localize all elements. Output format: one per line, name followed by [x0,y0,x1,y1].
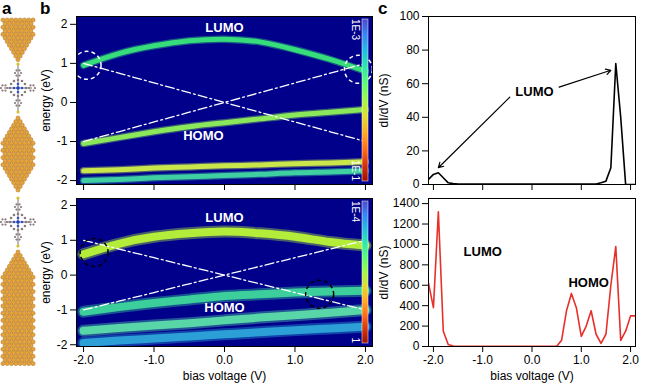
svg-text:dI/dV (nS): dI/dV (nS) [377,73,391,127]
svg-text:40: 40 [406,110,420,124]
svg-text:0.0: 0.0 [216,353,233,367]
svg-text:1.0: 1.0 [573,353,590,367]
svg-text:1000: 1000 [393,237,420,251]
svg-text:1E-3: 1E-3 [350,19,361,41]
html-text:b: b [40,0,51,18]
svg-text:LUMO: LUMO [464,244,502,259]
svg-text:60: 60 [406,77,420,91]
svg-text:1: 1 [61,233,68,247]
svg-text:100: 100 [399,9,419,23]
svg-text:-2: -2 [57,338,68,352]
svg-text:LUMO: LUMO [515,84,553,99]
svg-text:LUMO: LUMO [205,210,243,225]
svg-text:20: 20 [406,144,420,158]
svg-text:0: 0 [413,177,420,191]
svg-text:2: 2 [61,198,68,212]
svg-text:-2.0: -2.0 [423,353,444,367]
svg-text:-1: -1 [57,303,68,317]
svg-text:bias voltage (V): bias voltage (V) [490,369,573,383]
html-text:a: a [2,0,12,18]
svg-text:energy (eV): energy (eV) [39,241,53,304]
svg-text:0: 0 [61,95,68,109]
svg-text:bias voltage (V): bias voltage (V) [183,369,266,383]
svg-text:0: 0 [413,339,420,353]
svg-text:1: 1 [350,337,361,343]
svg-text:2: 2 [61,17,68,31]
svg-text:-1: -1 [57,134,68,148]
svg-text:-1.0: -1.0 [472,353,493,367]
svg-text:1E-4: 1E-4 [350,201,361,223]
svg-text:1: 1 [61,56,68,70]
svg-text:1E-1: 1E-1 [350,160,361,182]
svg-text:400: 400 [399,299,419,313]
svg-text:600: 600 [399,278,419,292]
svg-text:1.0: 1.0 [287,353,304,367]
svg-text:1400: 1400 [393,196,420,210]
svg-text:80: 80 [406,43,420,57]
svg-text:1200: 1200 [393,217,420,231]
svg-text:200: 200 [399,319,419,333]
svg-text:-1.0: -1.0 [144,353,165,367]
svg-text:energy (eV): energy (eV) [39,69,53,132]
svg-text:2.0: 2.0 [357,353,374,367]
html-text:c: c [378,0,388,18]
svg-text:800: 800 [399,258,419,272]
svg-text:-2.0: -2.0 [73,353,94,367]
svg-text:-2: -2 [57,173,68,187]
svg-text:0.0: 0.0 [524,353,541,367]
svg-text:HOMO: HOMO [568,275,608,290]
svg-text:HOMO: HOMO [183,128,223,143]
svg-text:2.0: 2.0 [622,353,639,367]
svg-text:LUMO: LUMO [205,20,243,35]
svg-text:HOMO: HOMO [204,300,244,315]
svg-text:dI/dV (nS): dI/dV (nS) [377,245,391,299]
svg-text:0: 0 [61,268,68,282]
